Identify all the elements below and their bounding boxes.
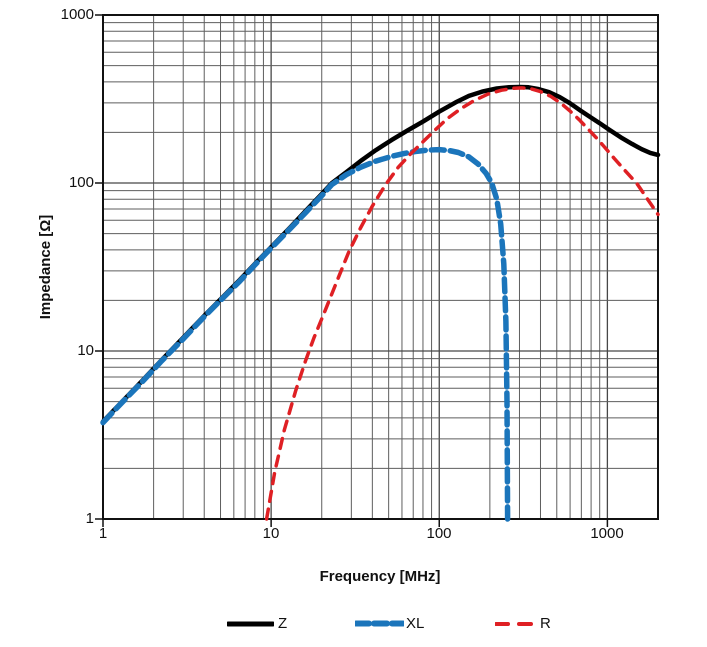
curve-z (100, 84, 661, 424)
x-tick-100: 100 (426, 525, 452, 542)
legend-line-r (495, 622, 533, 626)
legend-label-r: R (540, 615, 551, 632)
legend-line-z (227, 621, 274, 627)
y-tick-1: 1 (85, 510, 94, 527)
x-tick-10: 10 (262, 525, 280, 542)
y-tick-1000: 1000 (60, 6, 94, 23)
legend-label-xl: XL (406, 615, 425, 632)
x-axis-title: Frequency [MHz] (319, 568, 441, 585)
y-axis-title: Impedance [Ω] (37, 214, 54, 320)
legend-label-z: Z (278, 615, 288, 632)
curve-xl (100, 146, 511, 522)
x-tick-1: 1 (98, 525, 108, 542)
curve-r (264, 86, 660, 521)
y-tick-10: 10 (77, 342, 94, 359)
y-tick-100: 100 (68, 174, 94, 191)
plot-border (102, 14, 659, 520)
x-tick-1000: 1000 (590, 525, 624, 542)
legend-line-xl (355, 620, 404, 627)
